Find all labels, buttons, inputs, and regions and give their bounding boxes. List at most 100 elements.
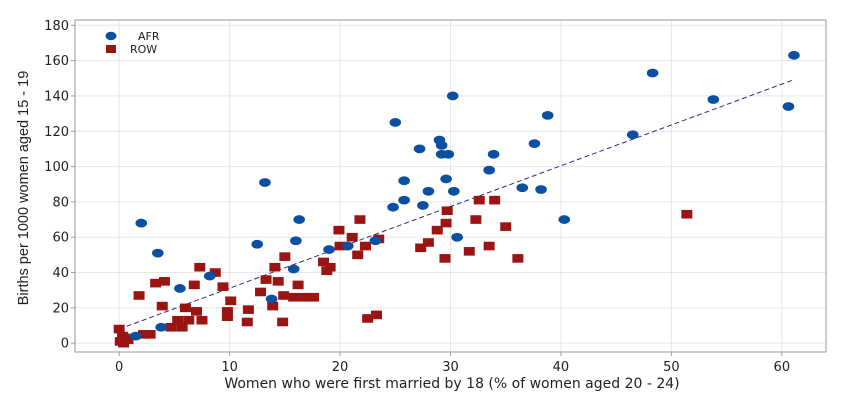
- point-row: [302, 292, 314, 302]
- point-afr: [422, 186, 435, 196]
- y-axis-title: Births per 1000 women aged 15 - 19: [16, 71, 32, 306]
- point-afr: [203, 271, 216, 281]
- point-afr: [398, 176, 410, 186]
- legend-item-row: ROW: [106, 43, 157, 56]
- point-afr: [788, 50, 800, 60]
- y-tick-label: 40: [52, 266, 69, 281]
- y-axis: 0 20 40 60 80 100 120 140 160 180: [44, 19, 75, 352]
- point-afr: [516, 183, 529, 193]
- point-afr: [398, 195, 410, 205]
- point-row: [241, 317, 253, 327]
- point-row: [279, 252, 291, 261]
- point-row: [473, 195, 485, 205]
- point-afr: [369, 236, 382, 246]
- point-row: [122, 335, 134, 344]
- point-row: [179, 303, 191, 313]
- point-row: [470, 215, 482, 224]
- point-afr: [435, 140, 448, 150]
- point-row: [308, 292, 320, 302]
- point-row: [288, 292, 300, 302]
- point-row: [209, 268, 221, 277]
- point-afr: [535, 185, 547, 194]
- point-afr: [451, 232, 463, 242]
- point-row: [489, 195, 501, 205]
- legend-label-afr: AFR: [138, 30, 160, 43]
- point-row: [512, 254, 524, 263]
- point-row: [183, 315, 195, 325]
- point-row: [359, 241, 371, 251]
- point-row: [196, 315, 208, 325]
- point-row: [156, 301, 168, 311]
- point-row: [176, 322, 188, 332]
- trendline-group: [119, 79, 794, 330]
- y-tick-label: 100: [44, 160, 69, 175]
- point-afr: [541, 110, 554, 120]
- legend-label-row: ROW: [130, 43, 157, 56]
- point-afr: [135, 218, 148, 228]
- point-afr: [129, 331, 142, 341]
- point-row: [269, 262, 281, 272]
- x-tick-label: 20: [332, 360, 349, 375]
- x-axis-title: Women who were first married by 18 (% of…: [224, 376, 679, 392]
- data-points: [113, 50, 800, 348]
- point-afr: [528, 139, 541, 149]
- point-row: [278, 291, 290, 300]
- point-row: [255, 287, 267, 297]
- point-afr: [782, 102, 795, 111]
- point-row: [415, 243, 427, 253]
- point-afr: [448, 186, 460, 196]
- point-row: [463, 247, 475, 256]
- point-row: [297, 292, 309, 302]
- y-tick-label: 80: [52, 195, 69, 210]
- y-tick-label: 160: [44, 54, 69, 69]
- x-tick-label: 10: [221, 360, 238, 375]
- point-row: [440, 218, 452, 228]
- legend-item-afr: AFR: [105, 30, 160, 43]
- point-afr: [626, 130, 639, 140]
- point-row: [324, 262, 336, 272]
- point-afr: [323, 245, 335, 254]
- point-afr: [341, 241, 354, 251]
- legend-marker-afr: [105, 31, 117, 41]
- legend: AFR ROW: [105, 30, 160, 56]
- y-tick-label: 140: [44, 89, 69, 104]
- point-afr: [483, 165, 495, 175]
- point-row: [172, 315, 184, 325]
- point-row: [267, 301, 279, 311]
- trendline: [119, 79, 794, 330]
- point-row: [188, 280, 200, 290]
- y-tick-label: 20: [52, 301, 69, 316]
- y-tick-label: 120: [44, 125, 69, 140]
- y-tick-label: 180: [44, 19, 69, 34]
- point-row: [431, 225, 443, 235]
- point-row: [277, 317, 289, 327]
- point-row: [681, 209, 693, 219]
- x-tick-label: 60: [774, 360, 791, 375]
- gridlines: [75, 20, 826, 352]
- point-afr: [293, 215, 305, 224]
- x-tick-label: 40: [553, 360, 570, 375]
- point-afr: [707, 95, 720, 104]
- point-row: [333, 225, 345, 235]
- y-tick-label: 60: [52, 231, 69, 246]
- point-row: [113, 324, 125, 334]
- point-afr: [251, 239, 264, 249]
- point-row: [346, 232, 358, 242]
- point-row: [194, 262, 206, 272]
- point-afr: [290, 236, 302, 246]
- legend-marker-row: [106, 45, 116, 53]
- point-afr: [174, 284, 186, 293]
- point-afr: [487, 149, 500, 159]
- point-afr: [259, 178, 271, 187]
- point-row: [500, 222, 512, 231]
- point-row: [225, 296, 237, 306]
- point-row: [354, 215, 366, 224]
- x-axis: 0 10 20 30 40 50 60: [115, 352, 790, 375]
- point-afr: [413, 144, 426, 154]
- point-row: [221, 312, 233, 321]
- point-afr: [155, 322, 167, 332]
- x-tick-label: 50: [663, 360, 680, 375]
- point-row: [144, 330, 156, 339]
- point-row: [334, 241, 346, 251]
